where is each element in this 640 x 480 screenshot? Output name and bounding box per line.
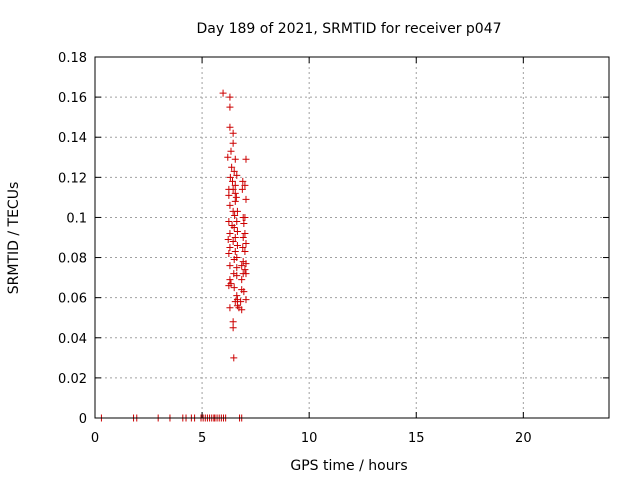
data-point [241,213,249,221]
data-point [239,244,247,252]
data-point [226,262,234,270]
data-point [233,264,241,272]
data-point [231,211,239,219]
data-point [226,93,234,101]
x-tick-label: 15 [408,431,425,446]
x-axis-label: GPS time / hours [290,458,407,474]
data-point [242,296,250,304]
data-point [230,354,238,362]
y-tick-label: 0.02 [58,372,87,387]
data-point [233,272,241,280]
x-tick-label: 0 [91,431,99,446]
data-point [242,240,250,248]
y-axis-label: SRMTID / TECUs [6,182,22,295]
data-point [242,155,250,163]
plot-frame [94,56,610,419]
data-point [225,191,233,199]
data-point [239,177,247,185]
data-point [233,171,241,179]
data-point [233,207,241,215]
data-point [233,217,241,225]
data-point [230,256,238,264]
data-point [231,234,239,241]
data-point [242,270,250,278]
y-tick-label: 0.12 [58,171,87,186]
data-point [227,147,235,155]
data-point [242,195,250,203]
data-point [230,167,238,175]
data-point [219,89,227,97]
y-tick-label: 0.16 [58,91,87,106]
data-point [229,318,237,326]
y-axis-ticks: 0 0.02 0.04 0.06 0.08 0.1 0.12 0.14 0.16 0.18 [58,51,609,427]
chart-title: Day 189 of 2021, SRMTID for receiver p04… [196,21,501,37]
data-point [225,250,233,258]
data-point [229,324,237,332]
y-tick-label: 0.14 [58,131,87,146]
data-point [239,234,247,241]
data-point [231,189,239,197]
data-point [226,103,234,111]
data-point [241,181,249,189]
x-tick-label: 5 [198,431,206,446]
data-point [226,304,234,312]
data-point [228,177,236,185]
data-point [229,238,237,246]
data-point [226,173,234,181]
data-point [228,163,236,171]
y-tick-label: 0.08 [58,252,87,267]
data-point [226,244,234,252]
x-axis-ticks: 0 5 10 15 20 [91,57,532,446]
data-point [225,282,233,290]
data-point [232,193,240,201]
y-tick-label: 0.06 [58,292,87,307]
data-point [229,185,237,193]
data-point [242,260,250,268]
data-point [241,248,249,256]
data-point [226,276,234,284]
data-point [229,129,237,137]
data-point [238,185,246,193]
grid [95,57,609,418]
data-point [238,262,246,270]
data-point [230,223,238,231]
data-point [233,292,241,300]
data-point [231,197,239,205]
data-point [233,227,241,235]
y-tick-label: 0.04 [58,332,87,347]
data-point [230,284,238,292]
data-point [231,248,239,256]
data-point [233,242,241,250]
x-tick-label: 10 [301,431,318,446]
data-point [229,139,237,147]
data-point [240,219,248,227]
data-points [97,89,250,422]
data-point [224,153,232,161]
y-tick-label: 0.18 [58,51,87,66]
data-point [237,298,245,306]
data-point [226,123,234,131]
y-tick-label: 0.1 [66,211,87,226]
x-tick-label: 20 [515,431,532,446]
data-point [241,266,249,274]
data-point [231,181,239,189]
y-tick-label: 0 [79,412,87,427]
data-point [238,306,246,314]
data-point [226,201,234,209]
data-point [231,155,239,163]
data-point [225,217,233,225]
data-point [226,229,234,237]
data-point [240,288,248,296]
data-point [238,276,246,284]
data-point [224,236,232,244]
data-point [241,229,249,237]
